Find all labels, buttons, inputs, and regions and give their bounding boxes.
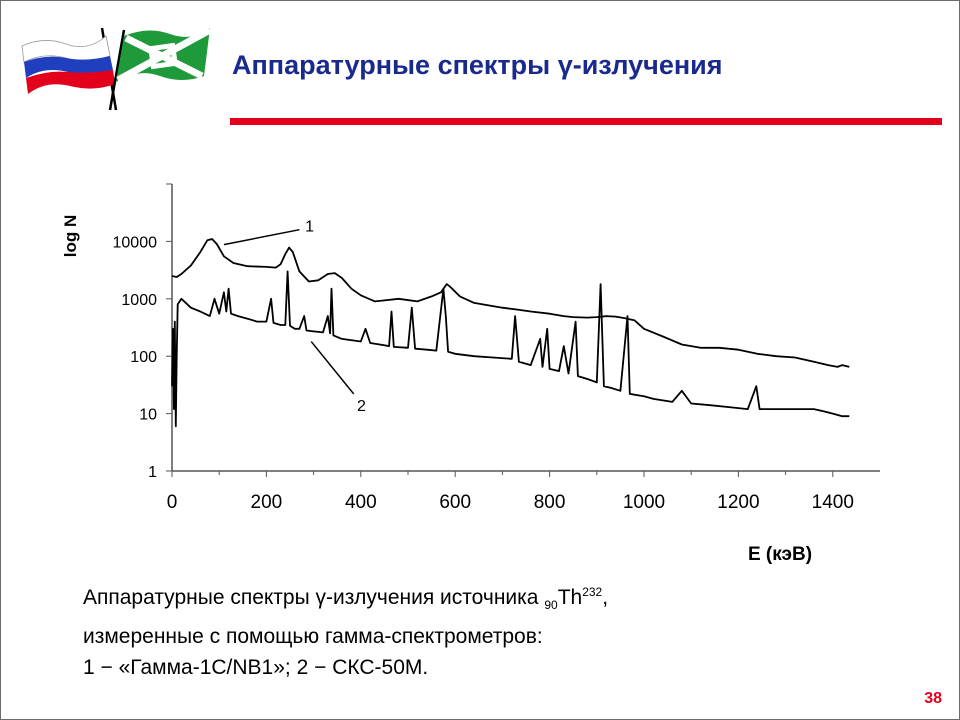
x-tick-label: 600 xyxy=(439,492,471,513)
title-rule xyxy=(230,118,942,125)
caption-line-3: 1 − «Гамма-1С/NB1»; 2 − СКС-50М. xyxy=(83,656,429,680)
annotation-label-1: 1 xyxy=(305,218,314,235)
series-line-1 xyxy=(171,238,850,368)
x-tick-label: 1200 xyxy=(717,492,759,513)
caption-line-1: Аппаратурные спектры γ-излучения источни… xyxy=(83,577,608,621)
y-tick-label: 1000 xyxy=(121,292,157,309)
x-tick-label: 400 xyxy=(345,492,377,513)
y-tick-label: 10 xyxy=(139,407,157,424)
x-tick-label: 1000 xyxy=(623,492,665,513)
x-tick-label: 1400 xyxy=(812,492,854,513)
caption-suffix: , xyxy=(602,586,609,609)
x-tick-label: 200 xyxy=(251,492,283,513)
annotation-label-2: 2 xyxy=(357,398,366,415)
caption-superscript: 232 xyxy=(582,585,603,599)
x-tick-label: 0 xyxy=(167,492,178,513)
y-tick-label: 10000 xyxy=(113,234,158,251)
caption-line-2: измеренные с помощью гамма-спектрометров… xyxy=(83,625,543,649)
x-tick-label: 800 xyxy=(534,492,566,513)
caption-prefix: Аппаратурные спектры γ-излучения источни… xyxy=(83,586,545,609)
figure-caption: Аппаратурные спектры γ-излучения источни… xyxy=(83,577,608,683)
caption-subscript: 90 xyxy=(544,598,558,613)
y-tick-label: 100 xyxy=(130,349,157,366)
flags-logo xyxy=(21,26,212,111)
y-tick-label: 1 xyxy=(148,464,157,481)
green-white-flag-icon xyxy=(108,26,212,111)
series-line-2 xyxy=(171,270,850,428)
spectrum-chart: 0 200 400 600 800 1000 1200 1400 1 10 100 1000 10000… xyxy=(61,183,880,565)
y-axis-label: log N xyxy=(61,215,80,258)
page-number: 38 xyxy=(924,690,942,707)
annotation-leader-2 xyxy=(310,341,355,395)
x-axis-label: E (кэВ) xyxy=(748,544,812,565)
caption-element: Th xyxy=(557,586,583,609)
annotation-leader-1 xyxy=(223,228,300,246)
slide-title: Аппаратурные спектры γ-излучения xyxy=(232,50,723,80)
plot-area: 0 200 400 600 800 1000 1200 1400 1 10 100 1000 10000… xyxy=(113,183,880,513)
russia-flag-icon xyxy=(21,27,118,111)
